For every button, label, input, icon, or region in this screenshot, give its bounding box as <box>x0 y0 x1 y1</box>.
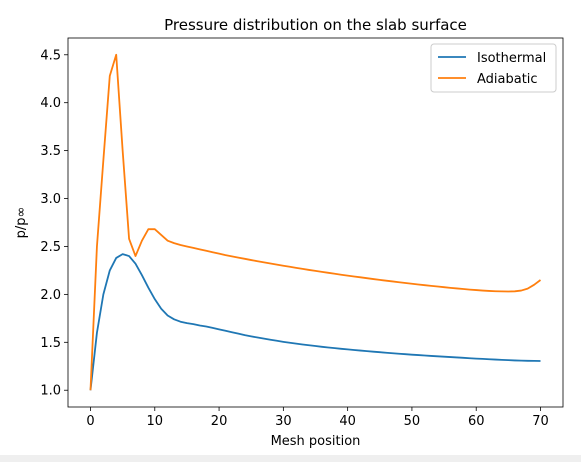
y-tick-label: 2.0 <box>40 288 61 303</box>
y-axis-label: p/p∞ <box>14 207 29 239</box>
y-axis: 1.0 1.5 2.0 2.5 3.0 3.5 4.0 4.5 <box>40 48 68 399</box>
y-tick-label: 4.0 <box>40 96 61 111</box>
plot-frame <box>67 37 564 408</box>
y-tick-label: 1.0 <box>40 384 61 399</box>
x-tick-label: 60 <box>468 414 485 429</box>
series-line-adiabatic <box>89 53 542 391</box>
x-tick-label: 20 <box>211 414 228 429</box>
y-tick-label: 3.5 <box>40 144 61 159</box>
legend-label-adiabatic: Adiabatic <box>477 72 538 87</box>
y-tick-label: 3.0 <box>40 192 61 207</box>
series-line-isothermal <box>89 253 541 391</box>
x-tick-label: 50 <box>404 414 421 429</box>
y-tick-label: 4.5 <box>40 48 61 63</box>
chart-title: Pressure distribution on the slab surfac… <box>164 16 467 34</box>
x-axis-label: Mesh position <box>271 434 361 449</box>
y-tick-label: 2.5 <box>40 240 61 255</box>
x-tick-label: 40 <box>339 414 356 429</box>
y-tick-label: 1.5 <box>40 336 61 351</box>
x-tick-label: 30 <box>275 414 292 429</box>
legend-label-isothermal: Isothermal <box>477 51 546 66</box>
x-tick-label: 10 <box>147 414 164 429</box>
legend: Isothermal Adiabatic <box>430 43 557 93</box>
x-tick-label: 70 <box>532 414 549 429</box>
plot-lines <box>89 53 542 391</box>
legend-box <box>430 43 557 93</box>
window-bottom-strip <box>0 455 581 462</box>
x-axis: 0 10 20 30 40 50 60 70 <box>86 407 549 429</box>
x-tick-label: 0 <box>86 414 94 429</box>
